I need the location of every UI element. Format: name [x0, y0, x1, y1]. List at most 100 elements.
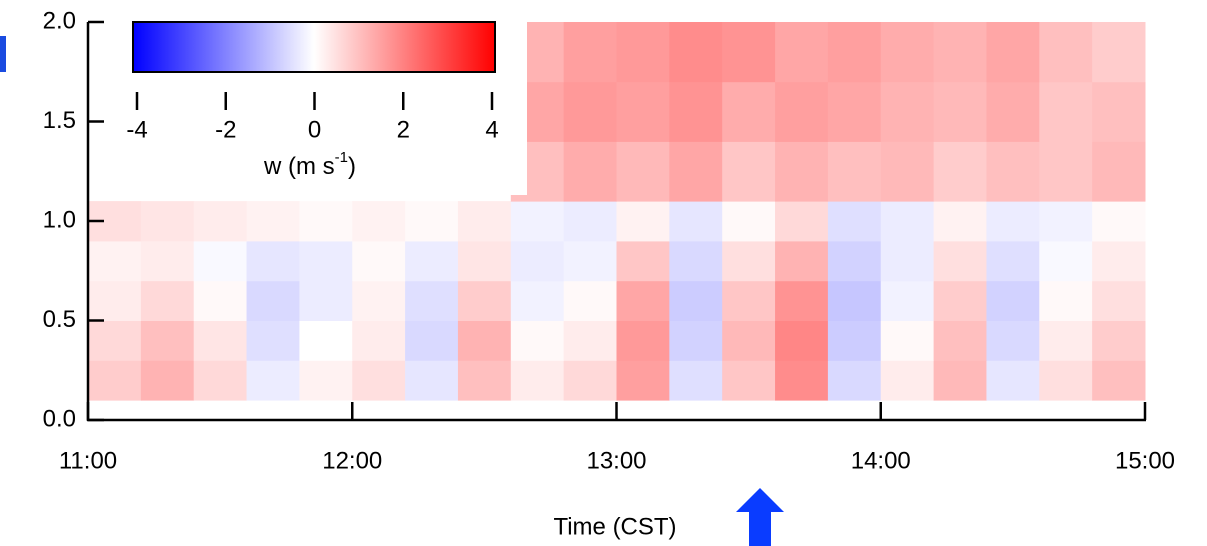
heatmap-cell	[510, 280, 565, 321]
heatmap-cell	[669, 201, 723, 242]
heatmap-cell	[669, 320, 723, 361]
heatmap-cell	[616, 360, 670, 401]
heatmap-cell	[193, 360, 248, 401]
heatmap-cell	[933, 81, 987, 142]
heatmap-cell	[563, 360, 617, 401]
heatmap-cell	[1039, 201, 1093, 242]
heatmap-cell	[88, 360, 142, 401]
heatmap-cell	[880, 141, 935, 202]
heatmap-cell	[986, 280, 1040, 321]
x-tick-label: 14:00	[851, 447, 911, 474]
heatmap-cell	[669, 280, 723, 321]
heatmap-cell	[722, 240, 776, 282]
heatmap-cell	[1039, 360, 1093, 401]
heatmap-cell	[193, 280, 248, 321]
heatmap-cell	[933, 320, 987, 361]
heatmap-cell	[827, 360, 882, 401]
heatmap-cell	[722, 360, 776, 401]
heatmap-cell	[775, 201, 829, 242]
heatmap-cell	[299, 320, 353, 361]
heatmap-cell	[405, 280, 459, 321]
y-tick-label: 1.5	[43, 107, 76, 134]
heatmap-cell	[933, 280, 987, 321]
heatmap-cell	[193, 201, 248, 242]
y-tick-label: 0.5	[43, 306, 76, 333]
heatmap-cell	[775, 141, 829, 202]
heatmap-cell	[827, 141, 882, 202]
colorbar-label: w (m s-1)	[263, 149, 356, 180]
heatmap-cell	[880, 81, 935, 142]
heatmap-cell	[722, 201, 776, 242]
arrow-edge	[0, 36, 6, 72]
heatmap-cell	[563, 280, 617, 321]
heatmap-cell	[1092, 201, 1146, 242]
heatmap-cell	[722, 141, 776, 202]
heatmap-cell	[880, 320, 935, 361]
heatmap-cell	[986, 240, 1040, 282]
heatmap-cell	[933, 240, 987, 282]
heatmap-cell	[193, 320, 248, 361]
heatmap-cell	[616, 201, 670, 242]
heatmap-cell	[563, 201, 617, 242]
heatmap-cell	[669, 240, 723, 282]
heatmap-cell	[986, 201, 1040, 242]
heatmap-cell	[669, 22, 723, 83]
heatmap-cell	[299, 240, 353, 282]
heatmap-cell	[933, 201, 987, 242]
colorbar-tick-label: 2	[397, 116, 410, 143]
heatmap-cell	[1039, 81, 1093, 142]
heatmap-cell	[510, 201, 565, 242]
heatmap-cell	[775, 320, 829, 361]
y-tick-label: 0.0	[43, 405, 76, 432]
heatmap-cell	[1092, 141, 1146, 202]
heatmap-cell	[722, 81, 776, 142]
heatmap-cell	[405, 320, 459, 361]
heatmap-cell	[563, 81, 617, 142]
heatmap-cell	[246, 201, 300, 242]
heatmap-cell	[1039, 22, 1093, 83]
heatmap-cell	[352, 240, 406, 282]
y-tick-label: 1.0	[43, 206, 76, 233]
heatmap-cell	[986, 141, 1040, 202]
heatmap-cell	[88, 240, 142, 282]
heatmap-cell	[880, 280, 935, 321]
heatmap-cell	[775, 280, 829, 321]
heatmap-cell	[986, 81, 1040, 142]
heatmap-cell	[405, 240, 459, 282]
colorbar-tick-label: 4	[485, 116, 498, 143]
x-tick-label: 13:00	[586, 447, 646, 474]
heatmap-cell	[616, 81, 670, 142]
heatmap-cell	[457, 320, 512, 361]
heatmap-cell	[1092, 240, 1146, 282]
heatmap-cell	[1092, 280, 1146, 321]
heatmap-cell	[299, 201, 353, 242]
heatmap-cell	[616, 280, 670, 321]
x-axis-label: Time (CST)	[553, 513, 676, 540]
heatmap-cell	[722, 320, 776, 361]
heatmap-cell	[299, 360, 353, 401]
heatmap-cell	[616, 22, 670, 83]
heatmap-cell	[510, 360, 565, 401]
colorbar-tick-label: -2	[215, 116, 236, 143]
heatmap-cell	[880, 360, 935, 401]
heatmap-cell	[669, 141, 723, 202]
heatmap-cell	[669, 81, 723, 142]
heatmap-cell	[616, 320, 670, 361]
heatmap-cell	[246, 240, 300, 282]
heatmap-cell	[140, 360, 195, 401]
heatmap-cell	[616, 240, 670, 282]
heatmap-cell	[986, 22, 1040, 83]
heatmap-cell	[827, 201, 882, 242]
heatmap-cell	[352, 280, 406, 321]
arrow	[736, 488, 784, 546]
heatmap-cell	[405, 360, 459, 401]
heatmap-cell	[775, 22, 829, 83]
x-tick-label: 11:00	[59, 447, 117, 474]
heatmap-cell	[352, 201, 406, 242]
heatmap-cell	[457, 360, 512, 401]
heatmap-cell	[563, 240, 617, 282]
heatmap-cell	[880, 201, 935, 242]
heatmap-cell	[405, 201, 459, 242]
heatmap-cell	[669, 360, 723, 401]
heatmap-cell	[933, 22, 987, 83]
